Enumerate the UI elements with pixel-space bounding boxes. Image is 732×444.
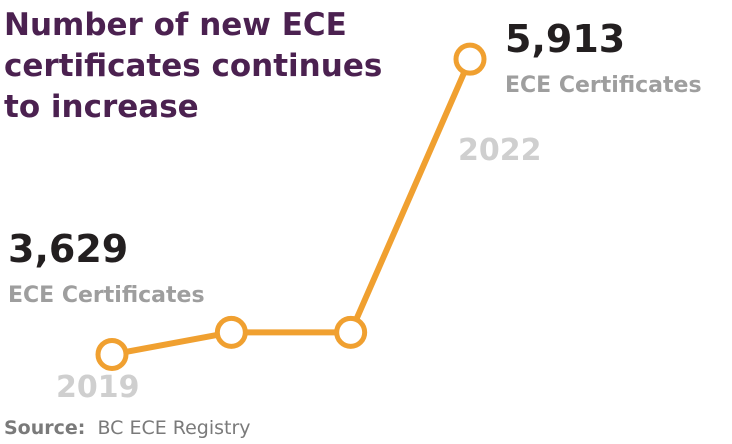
data-point-2020: [214, 315, 248, 349]
series-line: [109, 56, 473, 358]
chart-title-line: Number of new ECE: [4, 7, 347, 43]
source-label: Source:: [4, 417, 85, 439]
data-point-2019: [95, 337, 129, 371]
data-point-2022: [453, 42, 487, 76]
start-unit-label: ECE Certificates: [8, 283, 205, 308]
chart-title-line: to increase: [4, 89, 199, 125]
start-value-label: 3,629: [8, 227, 128, 271]
end-year-label: 2022: [458, 133, 542, 168]
source-text: BC ECE Registry: [97, 417, 250, 439]
series-line-group: [95, 42, 487, 371]
end-value-label: 5,913: [505, 17, 625, 61]
chart-title-line: certificates continues: [4, 48, 382, 84]
start-year-label: 2019: [56, 370, 140, 405]
source-note: Source: BC ECE Registry: [4, 417, 251, 439]
end-unit-label: ECE Certificates: [505, 73, 702, 98]
data-point-2021: [334, 315, 368, 349]
chart-title: Number of new ECE certificates continues…: [4, 7, 393, 125]
